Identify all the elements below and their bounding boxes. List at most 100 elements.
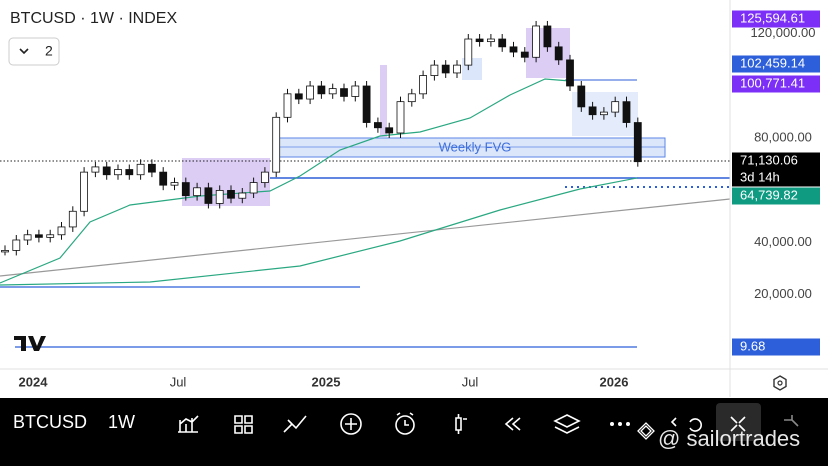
candle-body: [396, 101, 405, 134]
candle-body: [362, 85, 371, 123]
candle-body: [430, 64, 439, 76]
candle-body: [35, 234, 43, 238]
countdown: 3d 14h: [740, 169, 780, 184]
price-tag-label: 100,771.41: [740, 75, 805, 90]
add-icon: [345, 418, 357, 430]
candle-body: [611, 101, 620, 113]
candle-body: [272, 116, 281, 173]
candle-body: [1, 250, 9, 253]
candle-body: [23, 234, 32, 241]
fullscreen-button[interactable]: [716, 403, 761, 441]
candle-body: [351, 85, 360, 97]
fullscreen-icon: [730, 416, 746, 432]
y-tick-label: 120,000.00: [750, 25, 815, 40]
candle-body: [68, 210, 77, 228]
candle-body: [622, 101, 631, 123]
candle-body: [46, 234, 55, 238]
moving-average: [0, 78, 571, 284]
candle-body: [102, 166, 111, 176]
toolbar-interval[interactable]: 1W: [108, 412, 135, 432]
y-tick-label: 80,000.00: [754, 130, 812, 145]
candle-body: [147, 163, 156, 173]
candle-body: [486, 38, 495, 43]
x-tick-label: 2024: [19, 374, 49, 389]
candle-body: [193, 187, 202, 197]
toolbar: [0, 398, 828, 466]
indicators-icon[interactable]: [178, 415, 199, 433]
candle-body: [215, 189, 224, 204]
replay-icon[interactable]: [504, 417, 521, 431]
price-tag: [732, 338, 820, 356]
add-icon[interactable]: [340, 413, 362, 435]
candle-body: [12, 239, 21, 251]
y-tick-label: 40,000.00: [754, 234, 812, 249]
candle-body: [306, 85, 315, 100]
candles: [1, 20, 642, 256]
price-tag-label: 64,739.82: [740, 187, 798, 202]
candle-body: [227, 189, 235, 199]
watermark: @ sailortrades: [658, 426, 800, 451]
symbol-title: BTCUSD · 1W · INDEX: [10, 10, 177, 27]
zone: [182, 158, 270, 206]
candle-body: [520, 51, 529, 58]
candle-body: [114, 169, 122, 176]
candle-body: [283, 93, 292, 118]
candle-body: [249, 182, 258, 194]
candle-body: [498, 38, 507, 48]
y-tick-label: 20,000.00: [754, 286, 812, 301]
candle-body: [509, 46, 518, 53]
zone: [380, 65, 387, 137]
drawing-icon[interactable]: [283, 415, 307, 433]
candle-body: [385, 127, 394, 134]
candle-body: [373, 122, 382, 129]
candle-body: [588, 106, 597, 116]
undo-icon[interactable]: [670, 417, 702, 432]
candle-body: [136, 163, 145, 176]
candle-body: [566, 59, 574, 87]
candle-body: [419, 75, 428, 95]
layers-icon[interactable]: [553, 414, 581, 434]
candle-body: [317, 85, 326, 95]
price-tag: [732, 10, 820, 28]
candle-body: [91, 166, 100, 173]
tv-logo: [14, 336, 46, 351]
redo-icon[interactable]: [784, 415, 799, 427]
indicator-count: 2: [45, 43, 53, 59]
candle-body: [554, 46, 563, 61]
price-tag: [732, 152, 820, 187]
candle-body: [170, 182, 179, 186]
alert-icon[interactable]: [395, 415, 415, 435]
candle-body: [260, 171, 269, 183]
candle-body: [238, 192, 247, 199]
price-tag-label: 102,459.14: [740, 55, 805, 70]
candle-body: [80, 171, 88, 212]
toolbar-symbol[interactable]: BTCUSD: [13, 412, 87, 432]
candle-body: [532, 25, 540, 58]
x-tick-label: Jul: [462, 374, 479, 389]
candle-body: [181, 182, 190, 197]
layout-icon[interactable]: [234, 415, 253, 434]
x-tick-label: 2026: [600, 374, 629, 389]
alert-icon: [396, 412, 414, 426]
candle-body: [577, 85, 586, 108]
settings-icon[interactable]: [773, 375, 787, 391]
candle-body: [328, 88, 337, 95]
watermark-logo: [637, 422, 655, 440]
candle-body: [453, 64, 461, 74]
chevron-icon: [19, 48, 29, 55]
candle-body: [125, 169, 134, 176]
price-tag: [732, 75, 820, 93]
more-icon[interactable]: [610, 422, 630, 426]
candle-body: [543, 25, 552, 48]
candle-body: [407, 93, 416, 103]
candle-body: [441, 64, 450, 74]
x-tick-label: 2025: [312, 374, 341, 389]
candle-body: [464, 38, 473, 66]
candle-body: [204, 187, 213, 204]
candle-body: [633, 122, 642, 163]
indicator-toggle[interactable]: [8, 37, 60, 66]
x-tick-label: Jul: [170, 374, 187, 389]
candle-body: [294, 93, 303, 100]
candle-icon[interactable]: [455, 414, 467, 434]
